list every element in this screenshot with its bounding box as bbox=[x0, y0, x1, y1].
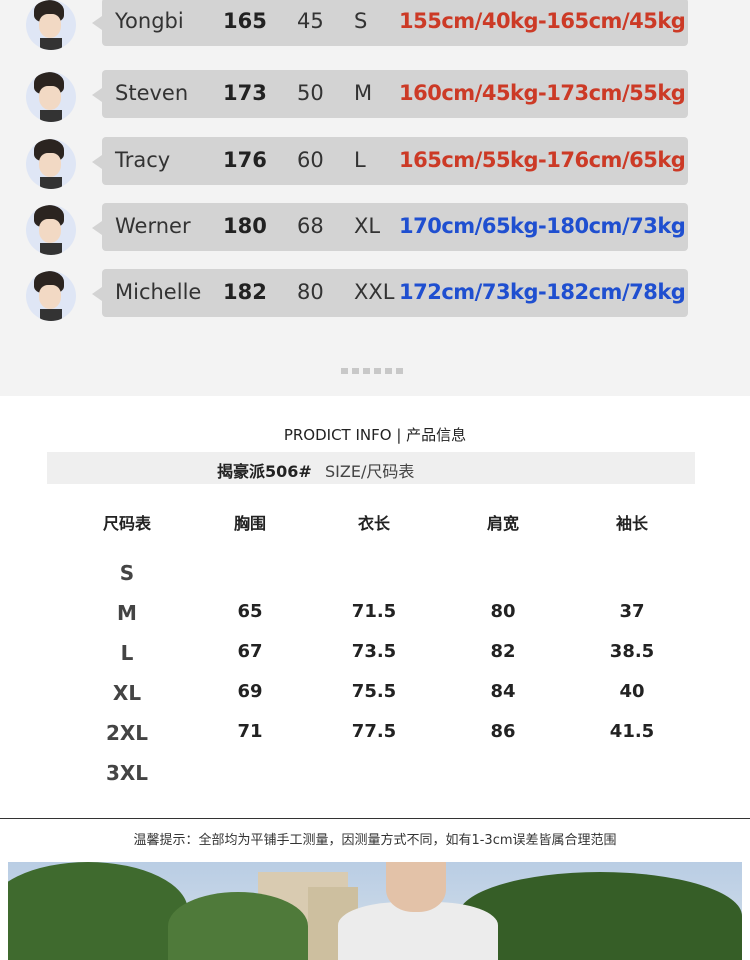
table-cell: 65 bbox=[237, 601, 263, 622]
person-size: M bbox=[354, 81, 373, 105]
table-cell: 84 bbox=[490, 681, 516, 702]
avatar bbox=[26, 271, 76, 321]
table-cell: 71 bbox=[237, 721, 263, 742]
reference-bubble: Steven 173 50 M 160cm/45kg-173cm/55kg bbox=[92, 70, 688, 118]
avatar bbox=[26, 72, 76, 122]
reference-row: Tracy 176 60 L 165cm/55kg-176cm/65kg bbox=[0, 137, 750, 189]
person-height: 180 bbox=[223, 214, 267, 238]
table-header: 肩宽 bbox=[486, 514, 520, 533]
reference-row: Michelle 182 80 XXL 172cm/73kg-182cm/78k… bbox=[0, 269, 750, 321]
tree bbox=[8, 862, 188, 960]
person-size: S bbox=[354, 9, 368, 33]
reference-row: Werner 180 68 XL 170cm/65kg-180cm/73kg bbox=[0, 203, 750, 255]
reference-row: Steven 173 50 M 160cm/45kg-173cm/55kg bbox=[0, 70, 750, 122]
table-cell: 73.5 bbox=[351, 641, 397, 662]
reference-bubble: Michelle 182 80 XXL 172cm/73kg-182cm/78k… bbox=[92, 269, 688, 317]
size-label: XL bbox=[112, 681, 142, 705]
reference-bubble: Tracy 176 60 L 165cm/55kg-176cm/65kg bbox=[92, 137, 688, 185]
product-photo bbox=[8, 862, 742, 960]
person-weight: 80 bbox=[297, 280, 324, 304]
table-cell: 82 bbox=[490, 641, 516, 662]
table-cell: 77.5 bbox=[351, 721, 397, 742]
size-range: 165cm/55kg-176cm/65kg bbox=[399, 148, 686, 172]
size-range: 160cm/45kg-173cm/55kg bbox=[399, 81, 686, 105]
person-name: Tracy bbox=[115, 148, 171, 172]
table-cell: 41.5 bbox=[609, 721, 655, 742]
table-cell: 75.5 bbox=[351, 681, 397, 702]
person-weight: 50 bbox=[297, 81, 324, 105]
table-cell: 38.5 bbox=[609, 641, 655, 662]
person-weight: 68 bbox=[297, 214, 324, 238]
person-size: L bbox=[354, 148, 366, 172]
table-cell: 40 bbox=[619, 681, 645, 702]
person-name: Michelle bbox=[115, 280, 202, 304]
table-cell: 80 bbox=[490, 601, 516, 622]
person-height: 176 bbox=[223, 148, 267, 172]
avatar bbox=[26, 0, 76, 50]
table-cell: 71.5 bbox=[351, 601, 397, 622]
person-height: 165 bbox=[223, 9, 267, 33]
avatar bbox=[26, 205, 76, 255]
person-name: Steven bbox=[115, 81, 189, 105]
reference-bubble: Werner 180 68 XL 170cm/65kg-180cm/73kg bbox=[92, 203, 688, 251]
size-label: M bbox=[117, 601, 137, 625]
size-label: 2XL bbox=[105, 721, 149, 745]
person-height: 173 bbox=[223, 81, 267, 105]
table-header: 衣长 bbox=[357, 514, 391, 533]
person-name: Werner bbox=[115, 214, 191, 238]
table-cell: 86 bbox=[490, 721, 516, 742]
person-height: 182 bbox=[223, 280, 267, 304]
size-reference-section: Yongbi 165 45 S 155cm/40kg-165cm/45kg St… bbox=[0, 0, 750, 396]
table-cell: 67 bbox=[237, 641, 263, 662]
person-weight: 60 bbox=[297, 148, 324, 172]
size-chart-subtitle: SIZE/尺码表 bbox=[325, 462, 415, 481]
product-info-title: PRODICT INFO | 产品信息 bbox=[283, 426, 467, 444]
person-size: XL bbox=[354, 214, 381, 238]
table-header: 尺码表 bbox=[102, 514, 152, 533]
pagination-dots bbox=[341, 368, 405, 374]
person-name: Yongbi bbox=[115, 9, 184, 33]
table-cell: 69 bbox=[237, 681, 263, 702]
size-range: 155cm/40kg-165cm/45kg bbox=[399, 9, 686, 33]
size-chart-banner: 揭豪派506# SIZE/尺码表 bbox=[47, 452, 695, 484]
avatar bbox=[26, 139, 76, 189]
reference-bubble: Yongbi 165 45 S 155cm/40kg-165cm/45kg bbox=[92, 0, 688, 46]
size-label: 3XL bbox=[105, 761, 149, 785]
tree bbox=[458, 872, 742, 960]
divider bbox=[0, 818, 750, 819]
person-weight: 45 bbox=[297, 9, 324, 33]
table-cell: 37 bbox=[619, 601, 645, 622]
tree bbox=[168, 892, 308, 960]
size-range: 170cm/65kg-180cm/73kg bbox=[399, 214, 686, 238]
size-label: L bbox=[120, 641, 134, 665]
table-header: 袖长 bbox=[615, 514, 649, 533]
size-range: 172cm/73kg-182cm/78kg bbox=[399, 280, 686, 304]
size-label: S bbox=[119, 561, 135, 585]
reference-row: Yongbi 165 45 S 155cm/40kg-165cm/45kg bbox=[0, 0, 750, 50]
measurement-note: 温馨提示：全部均为平铺手工测量，因测量方式不同，如有1-3cm误差皆属合理范围 bbox=[133, 833, 617, 848]
table-header: 胸围 bbox=[233, 514, 267, 533]
person-face bbox=[386, 862, 446, 912]
person-size: XXL bbox=[354, 280, 395, 304]
model-name: 揭豪派506# bbox=[217, 462, 312, 481]
